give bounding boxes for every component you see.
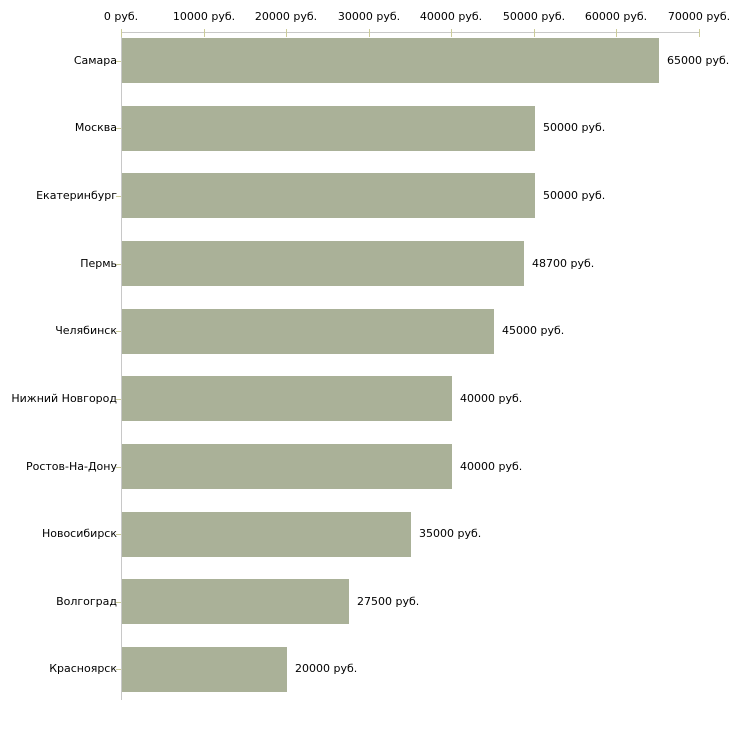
x-axis-tick-label: 50000 руб. — [502, 10, 566, 23]
category-label: Красноярск — [49, 662, 117, 675]
x-axis-tick — [534, 29, 535, 37]
category-tick — [116, 467, 121, 468]
value-label: 40000 руб. — [460, 392, 523, 405]
bar — [122, 647, 287, 692]
x-axis-tick — [369, 29, 370, 37]
category-tick — [116, 399, 121, 400]
category-tick — [116, 128, 121, 129]
category-tick — [116, 61, 121, 62]
bar — [122, 309, 494, 354]
bar — [122, 444, 452, 489]
x-axis-tick-label: 20000 руб. — [254, 10, 318, 23]
x-axis-tick — [286, 29, 287, 37]
category-label: Екатеринбург — [36, 189, 117, 202]
category-label: Пермь — [80, 257, 117, 270]
category-label: Ростов-На-Дону — [25, 460, 117, 473]
y-axis-line — [121, 32, 122, 700]
category-label: Москва — [74, 121, 117, 134]
x-axis-tick — [121, 29, 122, 37]
value-label: 50000 руб. — [543, 121, 606, 134]
value-label: 65000 руб. — [667, 54, 730, 67]
value-label: 48700 руб. — [532, 257, 595, 270]
x-axis-tick — [204, 29, 205, 37]
bar — [122, 38, 659, 83]
x-axis-tick-label: 40000 руб. — [419, 10, 483, 23]
value-label: 35000 руб. — [419, 527, 482, 540]
category-tick — [116, 602, 121, 603]
x-axis-line — [121, 32, 700, 33]
bar — [122, 579, 349, 624]
category-tick — [116, 196, 121, 197]
category-tick — [116, 264, 121, 265]
category-label: Самара — [73, 54, 117, 67]
value-label: 20000 руб. — [295, 662, 358, 675]
bar — [122, 241, 524, 286]
x-axis-tick-label: 30000 руб. — [337, 10, 401, 23]
category-tick — [116, 534, 121, 535]
x-axis-tick — [616, 29, 617, 37]
x-axis-tick-label: 70000 руб. — [667, 10, 730, 23]
category-label: Волгоград — [56, 595, 117, 608]
category-label: Челябинск — [55, 324, 117, 337]
x-axis-tick — [451, 29, 452, 37]
x-axis-tick-label: 0 руб. — [103, 10, 139, 23]
bar — [122, 376, 452, 421]
value-label: 50000 руб. — [543, 189, 606, 202]
category-tick — [116, 331, 121, 332]
x-axis-tick — [699, 29, 700, 37]
x-axis-tick-label: 10000 руб. — [172, 10, 236, 23]
category-tick — [116, 669, 121, 670]
value-label: 27500 руб. — [357, 595, 420, 608]
bar — [122, 106, 535, 151]
value-label: 40000 руб. — [460, 460, 523, 473]
x-axis-tick-label: 60000 руб. — [584, 10, 648, 23]
category-label: Новосибирск — [41, 527, 117, 540]
bar — [122, 173, 535, 218]
category-label: Нижний Новгород — [11, 392, 117, 405]
bar — [122, 512, 411, 557]
value-label: 45000 руб. — [502, 324, 565, 337]
